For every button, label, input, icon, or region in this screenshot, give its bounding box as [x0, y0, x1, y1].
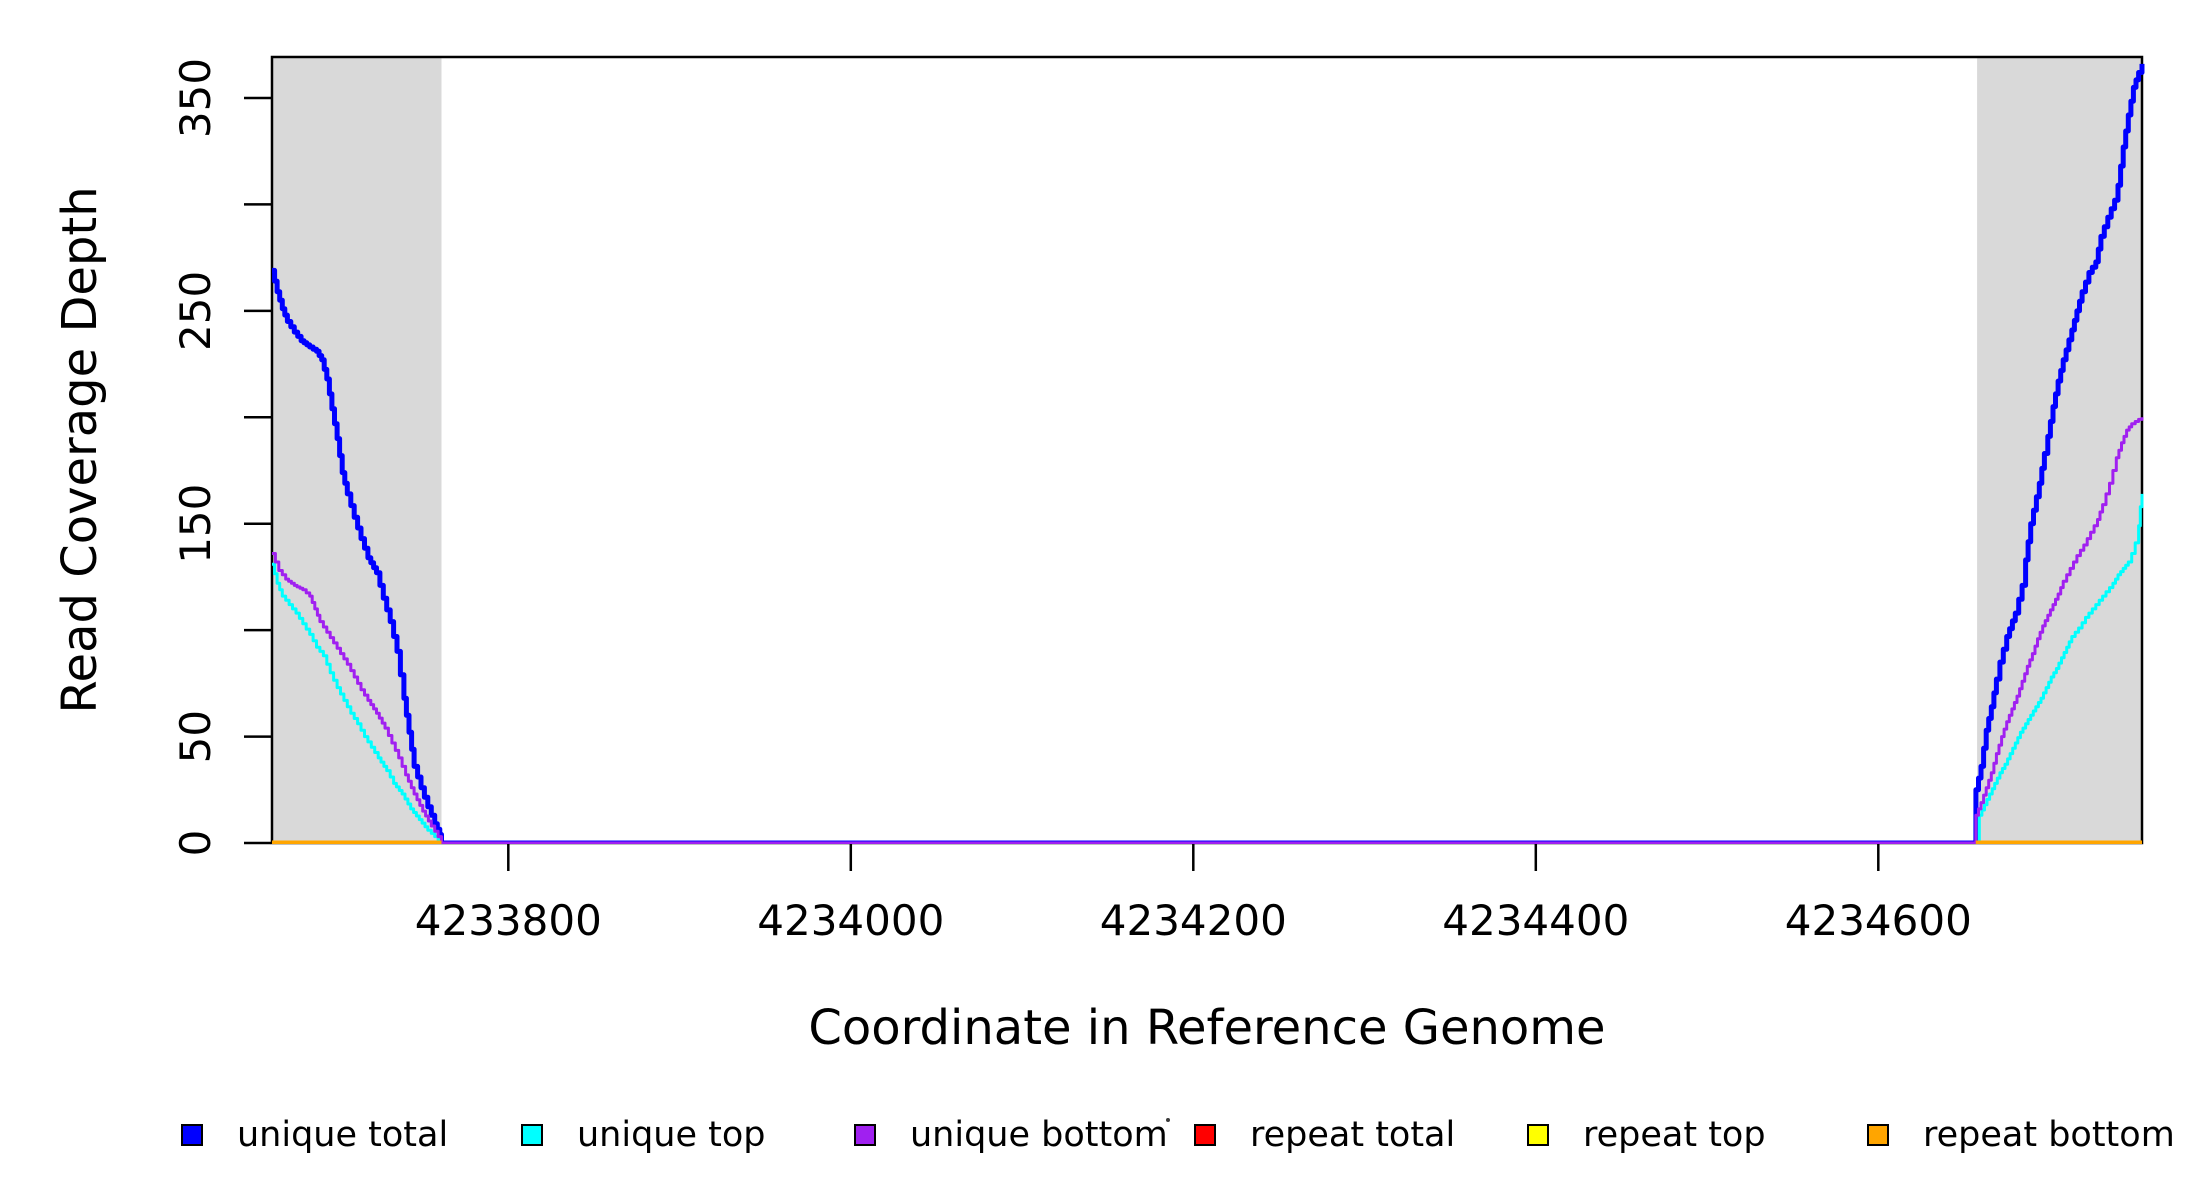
y-axis-title: Read Coverage Depth	[52, 186, 108, 714]
repeat-region-right	[1977, 58, 2142, 842]
legend-item-repeat-total: repeat total	[1194, 1115, 1456, 1155]
series-unique-total	[272, 63, 2145, 844]
x-axis-tick-label: 4234600	[1785, 896, 1972, 945]
x-axis-tick-label: 4234200	[1100, 896, 1287, 945]
legend-swatch-icon	[521, 1124, 543, 1146]
y-axis-tick-label: 150	[171, 484, 220, 564]
legend-item-unique-total: unique total	[181, 1115, 449, 1155]
x-axis-tick-label: 4234000	[757, 896, 944, 945]
legend-swatch-icon	[181, 1124, 203, 1146]
legend-label: repeat bottom	[1923, 1115, 2175, 1155]
legend-swatch-icon	[1527, 1124, 1549, 1146]
legend-item-repeat-bottom: repeat bottom	[1867, 1115, 2175, 1155]
plot-border	[270, 55, 2144, 845]
y-axis-tick-label: 250	[171, 271, 220, 351]
legend-item-unique-top: unique top	[521, 1115, 766, 1155]
repeat-region-left	[273, 58, 442, 842]
legend-label: unique top	[577, 1115, 766, 1155]
legend-item-repeat-top: repeat top	[1527, 1115, 1766, 1155]
x-axis-tick-label: 4233800	[415, 896, 602, 945]
y-axis-tick-label: 350	[171, 58, 220, 138]
legend-label: unique bottom	[910, 1115, 1168, 1155]
y-axis-tick-label: 0	[171, 830, 220, 857]
legend-swatch-icon	[1867, 1124, 1889, 1146]
series-unique-bottom	[272, 417, 2144, 844]
legend-label: repeat top	[1583, 1115, 1766, 1155]
legend-label: repeat total	[1250, 1115, 1456, 1155]
stray-mark	[1166, 1118, 1170, 1122]
legend-label: unique total	[237, 1115, 449, 1155]
legend-swatch-icon	[1194, 1124, 1216, 1146]
x-axis-title: Coordinate in Reference Genome	[808, 1000, 1606, 1056]
legend-swatch-icon	[854, 1124, 876, 1146]
series-unique-top	[272, 493, 2144, 844]
x-axis-tick-label: 4234400	[1442, 896, 1629, 945]
y-axis-tick-label: 50	[171, 710, 220, 763]
legend-item-unique-bottom: unique bottom	[854, 1115, 1168, 1155]
